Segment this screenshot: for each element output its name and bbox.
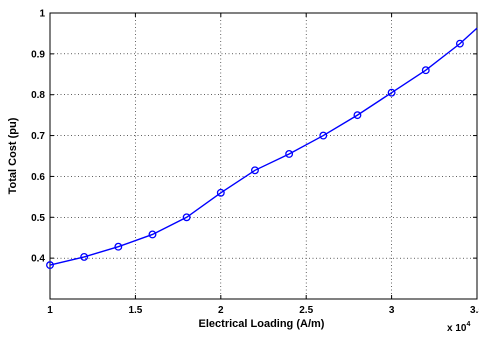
data-point-marker xyxy=(216,188,225,197)
series-line xyxy=(49,27,478,266)
y-tick-label: 0.4 xyxy=(31,254,45,265)
x-tick-label: 3 xyxy=(389,305,395,316)
x-tick-label: 1.5 xyxy=(128,305,142,316)
data-point-marker xyxy=(387,88,396,97)
data-point-marker xyxy=(114,242,123,251)
data-point-marker xyxy=(285,150,294,158)
data-point-marker xyxy=(455,39,464,48)
x-tick-label: 2 xyxy=(218,305,224,316)
x-tick-label: 1 xyxy=(47,305,53,316)
y-axis-title: Total Cost (pu) xyxy=(7,117,19,194)
y-tick-label: 1 xyxy=(39,9,45,20)
data-point-marker xyxy=(319,131,328,140)
data-point-marker xyxy=(148,230,157,239)
data-point-marker xyxy=(80,252,89,261)
data-point-marker xyxy=(421,66,430,75)
x-tick-label: 2.5 xyxy=(299,305,313,316)
series-layer xyxy=(46,27,478,270)
data-point-marker xyxy=(251,166,259,175)
x-multiplier-base: x 10 xyxy=(447,323,467,334)
plot-area xyxy=(49,12,478,300)
y-tick-label: 0.7 xyxy=(31,131,45,142)
data-point-marker xyxy=(353,111,362,120)
grid xyxy=(50,13,477,299)
y-tick-label: 0.5 xyxy=(31,213,45,224)
y-tick-label: 0.8 xyxy=(31,90,45,101)
y-tick-label: 0.6 xyxy=(31,172,45,183)
x-multiplier-exponent: 4 xyxy=(466,321,470,328)
x-tick-label: 3.5 xyxy=(470,305,479,316)
x-axis-multiplier: x 104 xyxy=(447,321,470,334)
data-point-marker xyxy=(46,261,54,270)
x-axis-title: Electrical Loading (A/m) xyxy=(199,318,325,330)
axis-ticks: 1 1.5 2 2.5 3 3.5 0.4 0.5 0.6 0.7 0.8 0.9 1 xyxy=(31,9,479,317)
y-tick-label: 0.9 xyxy=(31,49,45,60)
data-point-marker xyxy=(182,213,191,222)
